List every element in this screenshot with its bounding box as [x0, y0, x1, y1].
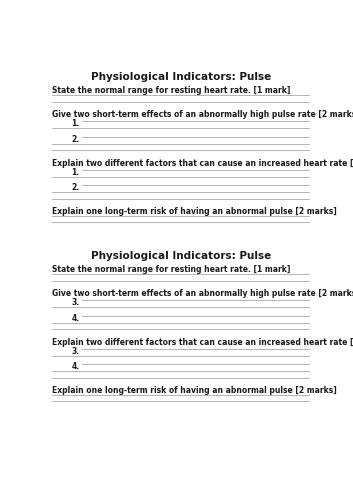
- Text: 1.: 1.: [71, 120, 80, 128]
- Text: Explain two different factors that can cause an increased heart rate [4 marks]: Explain two different factors that can c…: [52, 158, 353, 168]
- Text: 4.: 4.: [71, 314, 80, 322]
- Text: State the normal range for resting heart rate. [1 mark]: State the normal range for resting heart…: [52, 265, 291, 274]
- Text: 4.: 4.: [71, 362, 80, 371]
- Text: Physiological Indicators: Pulse: Physiological Indicators: Pulse: [91, 250, 271, 260]
- Text: 1.: 1.: [71, 168, 80, 177]
- Text: 2.: 2.: [71, 134, 80, 143]
- Text: State the normal range for resting heart rate. [1 mark]: State the normal range for resting heart…: [52, 86, 291, 95]
- Text: 3.: 3.: [71, 347, 80, 356]
- Text: Explain one long-term risk of having an abnormal pulse [2 marks]: Explain one long-term risk of having an …: [52, 386, 337, 395]
- Text: Physiological Indicators: Pulse: Physiological Indicators: Pulse: [91, 72, 271, 82]
- Text: Explain one long-term risk of having an abnormal pulse [2 marks]: Explain one long-term risk of having an …: [52, 207, 337, 216]
- Text: Give two short-term effects of an abnormally high pulse rate [2 marks]: Give two short-term effects of an abnorm…: [52, 110, 353, 119]
- Text: Give two short-term effects of an abnormally high pulse rate [2 marks]: Give two short-term effects of an abnorm…: [52, 289, 353, 298]
- Text: 3.: 3.: [71, 298, 80, 308]
- Text: 2.: 2.: [71, 183, 80, 192]
- Text: Explain two different factors that can cause an increased heart rate [4 marks]: Explain two different factors that can c…: [52, 338, 353, 346]
